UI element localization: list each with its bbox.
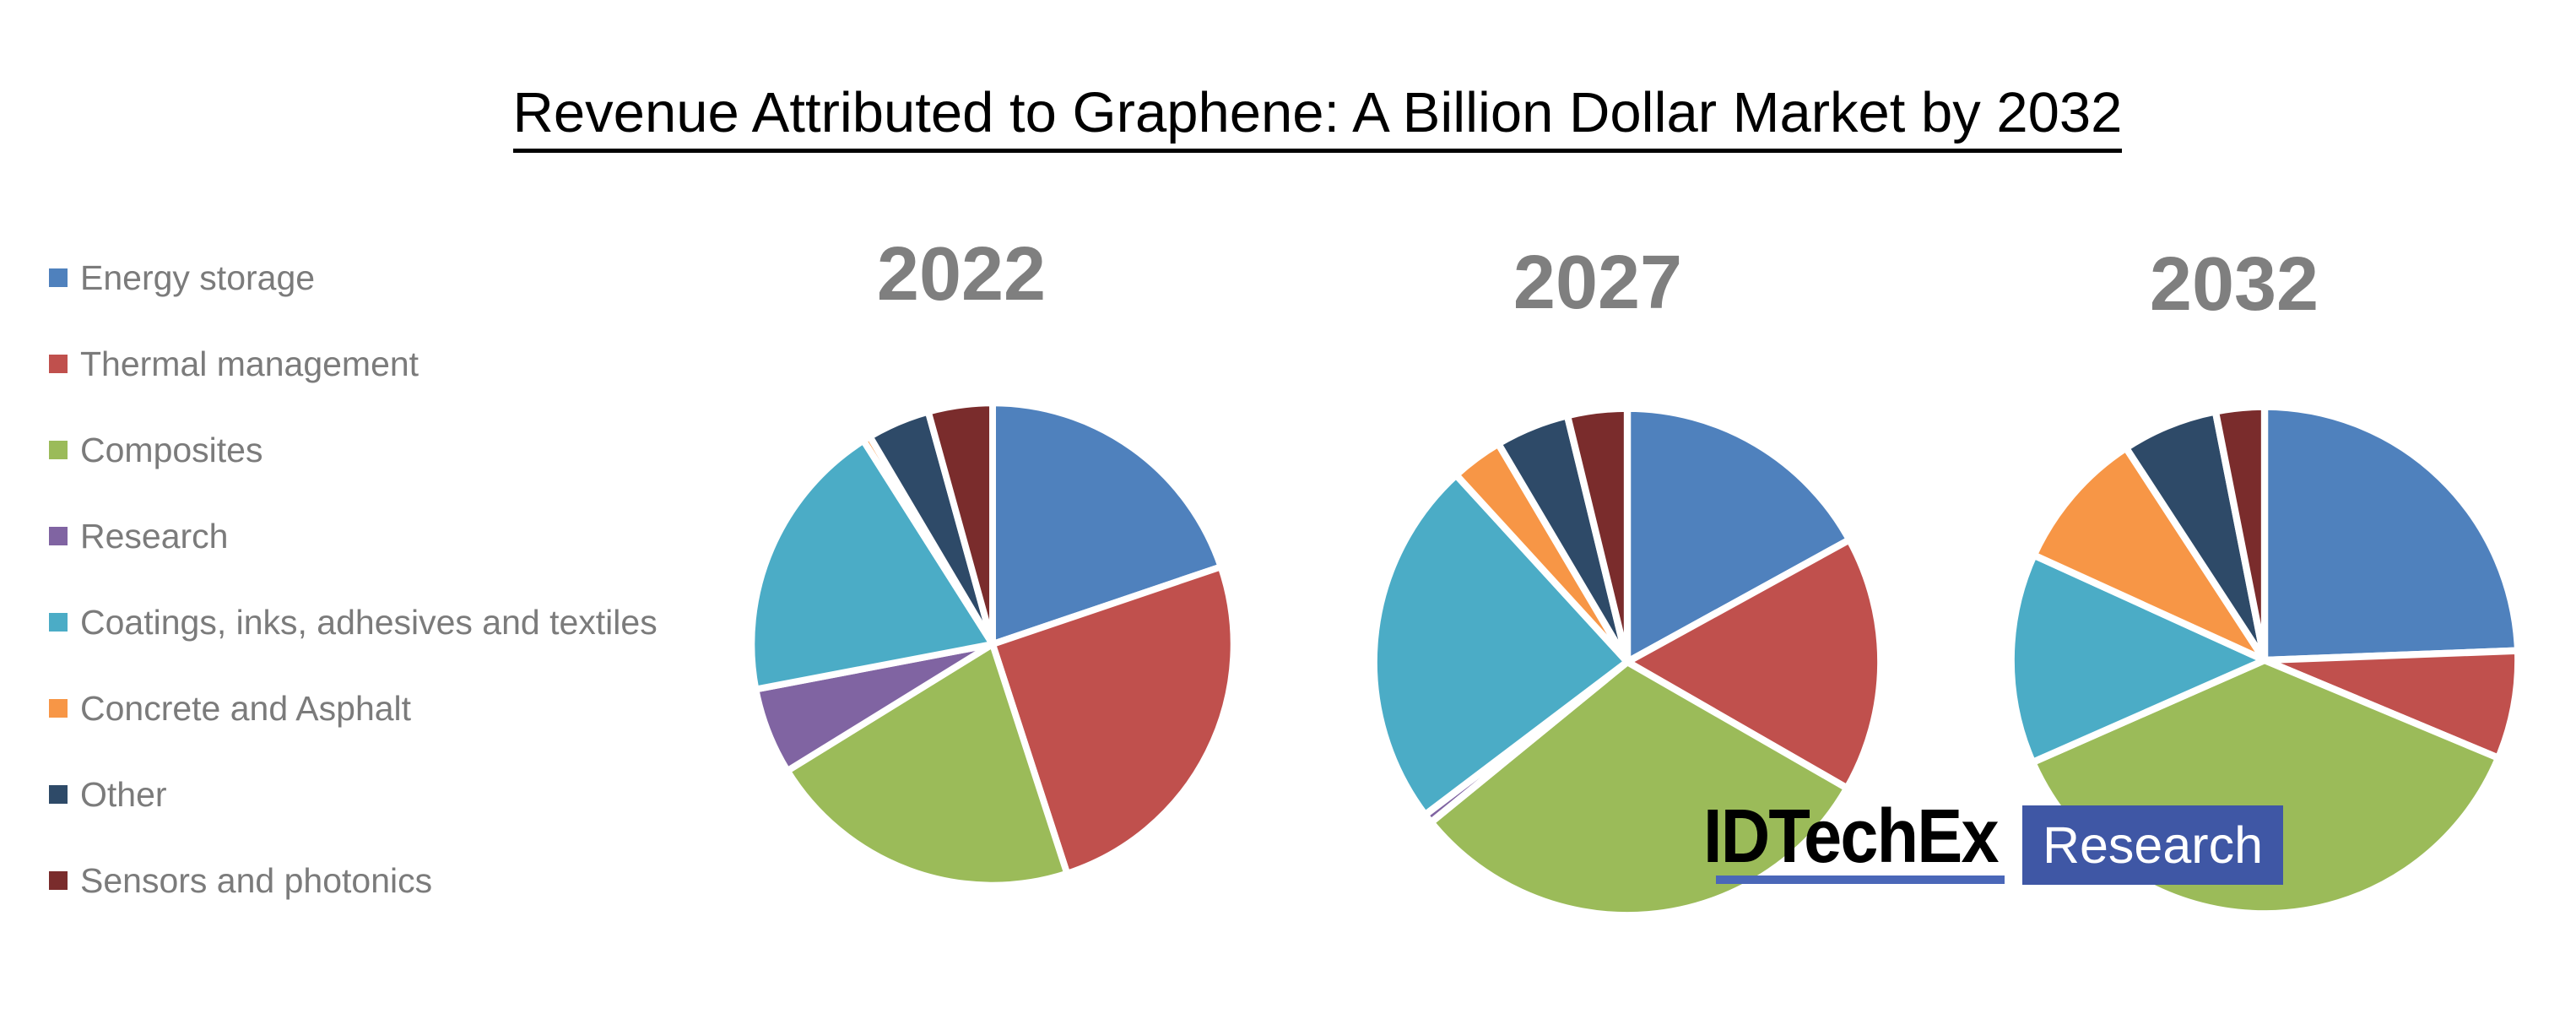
idtechex-logo-underline (1716, 876, 2005, 884)
pie-slice-2032-energy-storage (2260, 403, 2522, 664)
pie-slice-2032-sensors-and-photonics (2211, 403, 2269, 664)
legend-label-concrete-and-asphalt: Concrete and Asphalt (80, 688, 412, 728)
chart-legend: Energy storage Thermal management Composit… (49, 235, 724, 924)
chart-title-row: Revenue Attributed to Graphene: A Billio… (0, 84, 2576, 153)
idtechex-research-label: Research (2042, 816, 2264, 874)
legend-swatch-concrete-and-asphalt (49, 699, 68, 718)
pie-svg-2032 (2007, 403, 2522, 918)
pie-svg-2027 (1370, 404, 1885, 919)
legend-swatch-sensors-and-photonics (49, 871, 68, 890)
pie-svg-2022 (748, 399, 1237, 889)
legend-label-coatings-inks-adhesives-and-textiles: Coatings, inks, adhesives and textiles (80, 602, 658, 642)
legend-item-coatings-inks-adhesives-and-textiles: Coatings, inks, adhesives and textiles (49, 579, 724, 665)
legend-label-thermal-management: Thermal management (80, 344, 419, 383)
pie-chart-2027 (1367, 402, 1887, 922)
legend-label-sensors-and-photonics: Sensors and photonics (80, 860, 433, 900)
idtechex-research-badge: Research (2022, 805, 2283, 885)
legend-label-other: Other (80, 774, 167, 814)
legend-swatch-energy-storage (49, 268, 68, 287)
legend-swatch-coatings-inks-adhesives-and-textiles (49, 613, 68, 632)
pie-slice-2032-concrete-and-asphalt (2030, 444, 2269, 664)
legend-item-research: Research (49, 493, 724, 579)
legend-item-sensors-and-photonics: Sensors and photonics (49, 838, 724, 924)
pie-slice-2027-energy-storage (1623, 404, 1854, 666)
legend-item-thermal-management: Thermal management (49, 321, 724, 407)
legend-swatch-composites (49, 441, 68, 459)
pie-slice-2027-coatings-inks-adhesives-and-textiles (1370, 471, 1632, 819)
pie-slice-2022-composites (783, 641, 1071, 889)
year-label-2022: 2022 (876, 232, 1047, 317)
pie-chart-2032 (2005, 400, 2525, 920)
legend-item-energy-storage: Energy storage (49, 235, 724, 321)
year-label-2027: 2027 (1513, 241, 1683, 325)
pie-slice-2022-thermal-management (989, 563, 1237, 877)
pie-slice-2027-sensors-and-photonics (1563, 404, 1632, 666)
legend-swatch-research (49, 527, 68, 545)
pie-slice-2027-thermal-management (1623, 536, 1885, 792)
pie-slice-2032-thermal-management (2260, 647, 2522, 762)
year-label-2032: 2032 (2149, 242, 2319, 327)
legend-item-composites: Composites (49, 407, 724, 493)
legend-swatch-other (49, 785, 68, 804)
chart-title: Revenue Attributed to Graphene: A Billio… (512, 84, 2123, 153)
legend-item-other: Other (49, 751, 724, 838)
pie-slice-2022-sensors-and-photonics (924, 399, 996, 648)
legend-label-composites: Composites (80, 430, 263, 469)
pie-chart-2022 (745, 397, 1240, 892)
legend-label-energy-storage: Energy storage (80, 258, 316, 297)
pie-slice-2022-coatings-inks-adhesives-and-textiles (748, 436, 996, 693)
legend-swatch-thermal-management (49, 355, 68, 373)
pie-slice-2032-coatings-inks-adhesives-and-textiles (2007, 551, 2269, 767)
idtechex-logo-text: IDTechEx (1703, 794, 2000, 879)
pie-slice-2027-composites (1427, 658, 1851, 919)
legend-label-research: Research (80, 516, 229, 556)
legend-item-concrete-and-asphalt: Concrete and Asphalt (49, 665, 724, 751)
